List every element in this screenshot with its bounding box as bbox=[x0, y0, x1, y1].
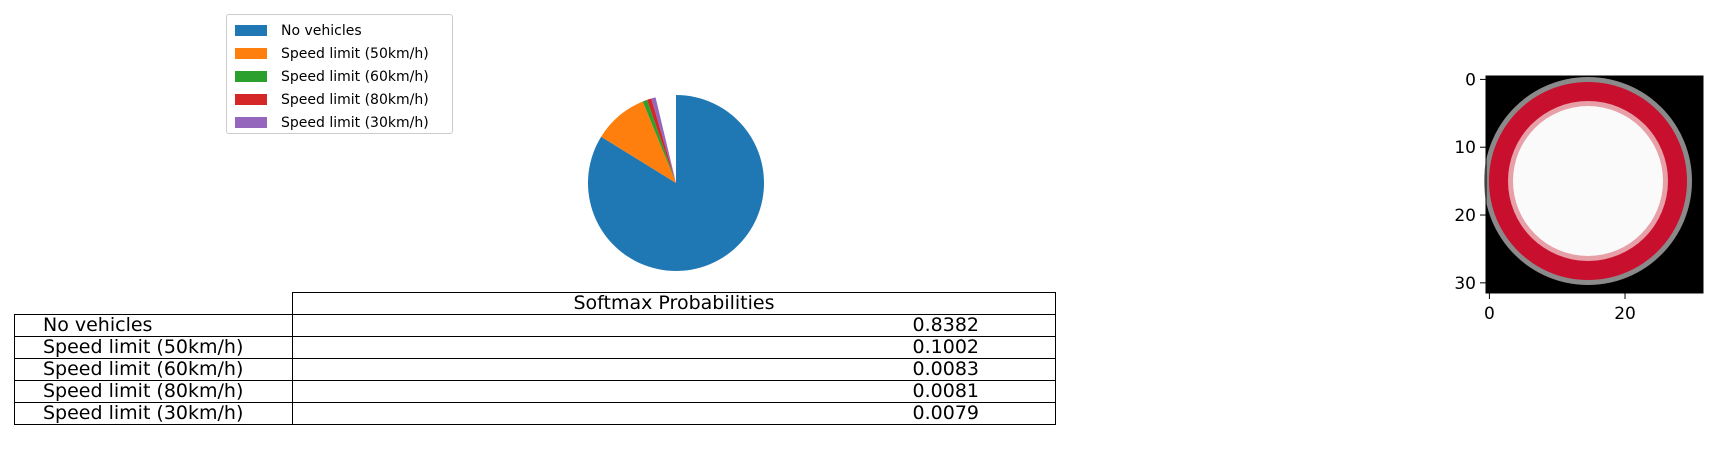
row-label: Speed limit (50km/h) bbox=[14, 336, 293, 359]
legend-entry: Speed limit (50km/h) bbox=[235, 42, 452, 65]
softmax-table: Softmax Probabilities No vehicles 0.8382… bbox=[14, 292, 1056, 425]
y-tick-label: 20 bbox=[1454, 206, 1476, 226]
table-row: No vehicles 0.8382 bbox=[14, 314, 1056, 337]
row-label: No vehicles bbox=[14, 314, 293, 337]
row-value: 0.0081 bbox=[292, 380, 1056, 403]
pie-slice bbox=[601, 101, 676, 183]
legend-swatch bbox=[235, 117, 267, 128]
legend-label: Speed limit (60km/h) bbox=[281, 68, 429, 85]
table-row: Speed limit (80km/h) 0.0081 bbox=[14, 380, 1056, 403]
y-axis: 0 10 20 30 bbox=[1454, 70, 1486, 294]
legend-entry: Speed limit (60km/h) bbox=[235, 65, 452, 88]
row-value: 0.0083 bbox=[292, 358, 1056, 381]
legend-label: Speed limit (50km/h) bbox=[281, 45, 429, 62]
pie-slice bbox=[647, 98, 676, 183]
row-label: Speed limit (80km/h) bbox=[14, 380, 293, 403]
table-row: Speed limit (50km/h) 0.1002 bbox=[14, 336, 1056, 359]
sign-image bbox=[1484, 76, 1703, 293]
x-tick-label: 20 bbox=[1614, 304, 1636, 324]
pie-slice bbox=[651, 97, 676, 183]
table-header-row: Softmax Probabilities bbox=[15, 292, 1056, 315]
legend-label: No vehicles bbox=[281, 22, 362, 39]
x-tick-label: 0 bbox=[1484, 304, 1495, 324]
legend-swatch bbox=[235, 25, 267, 36]
pie-legend: No vehicles Speed limit (50km/h) Speed lim… bbox=[226, 14, 453, 134]
table-row: Speed limit (60km/h) 0.0083 bbox=[14, 358, 1056, 381]
legend-swatch bbox=[235, 71, 267, 82]
pie-chart bbox=[588, 95, 764, 271]
legend-entry: No vehicles bbox=[235, 19, 452, 42]
row-value: 0.8382 bbox=[292, 314, 1056, 337]
image-frame bbox=[1485, 75, 1704, 294]
legend-entry: Speed limit (30km/h) bbox=[235, 111, 452, 134]
sign-image-plot: 0 10 20 30 0 20 bbox=[1454, 70, 1704, 324]
x-axis: 0 20 bbox=[1484, 293, 1636, 324]
legend-label: Speed limit (80km/h) bbox=[281, 91, 429, 108]
pie-slice bbox=[642, 99, 676, 183]
y-tick-label: 10 bbox=[1454, 138, 1476, 158]
row-label: Speed limit (60km/h) bbox=[14, 358, 293, 381]
legend-swatch bbox=[235, 94, 267, 105]
row-label: Speed limit (30km/h) bbox=[14, 402, 293, 425]
y-tick-label: 0 bbox=[1465, 70, 1476, 90]
legend-entry: Speed limit (80km/h) bbox=[235, 88, 452, 111]
table-row: Speed limit (30km/h) 0.0079 bbox=[14, 402, 1056, 425]
legend-swatch bbox=[235, 48, 267, 59]
row-value: 0.1002 bbox=[292, 336, 1056, 359]
legend-label: Speed limit (30km/h) bbox=[281, 114, 429, 131]
y-tick-label: 30 bbox=[1454, 274, 1476, 294]
column-header: Softmax Probabilities bbox=[292, 292, 1056, 315]
row-value: 0.0079 bbox=[292, 402, 1056, 425]
